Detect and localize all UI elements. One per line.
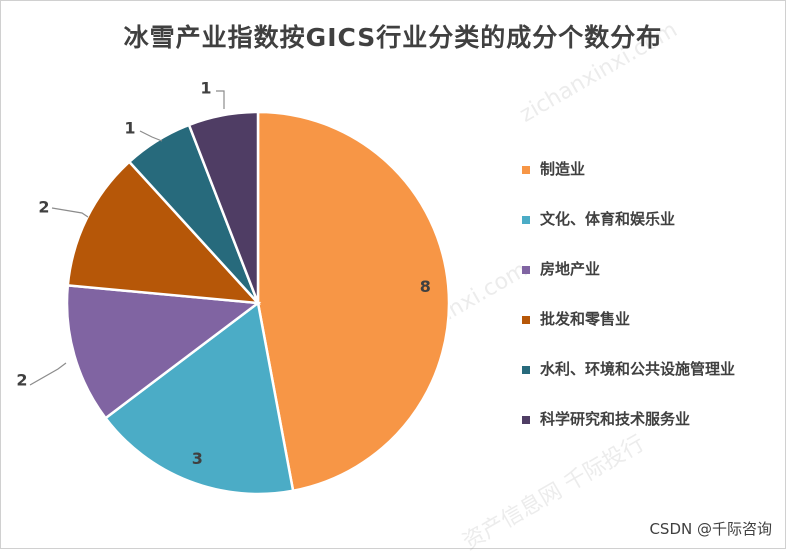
- legend-label: 批发和零售业: [540, 310, 631, 328]
- data-label: 1: [200, 79, 211, 98]
- data-label: 1: [124, 119, 135, 138]
- legend: 制造业文化、体育和娱乐业 房地产业批发和零售业水利、环境和公共设施管理业 科学研究和…: [522, 158, 772, 430]
- pie-slice: [256, 110, 451, 493]
- legend-label: 制造业: [540, 160, 586, 178]
- pie-slice: [103, 300, 295, 496]
- pie-slice: [65, 284, 262, 420]
- leader-line: [216, 90, 225, 109]
- legend-swatch: [522, 416, 530, 424]
- legend-swatch: [522, 216, 530, 224]
- legend-item: 批发和零售业: [522, 308, 772, 330]
- data-label: 3: [192, 449, 203, 468]
- legend-item: 水利、环境和公共设施管理业: [522, 358, 772, 380]
- legend-swatch: [522, 266, 530, 274]
- chart-title: 冰雪产业指数按GICS行业分类的成分个数分布: [123, 23, 663, 52]
- pie-slice: [187, 110, 260, 304]
- data-label: 2: [38, 198, 49, 217]
- legend-swatch: [522, 366, 530, 374]
- legend-item: 文化、体育和娱乐业: [522, 208, 772, 230]
- leader-line: [51, 207, 89, 218]
- data-label: 8: [420, 277, 431, 296]
- legend-label: 房地产业: [540, 260, 601, 278]
- csdn-watermark: CSDN @千际咨询: [649, 520, 772, 538]
- legend-label: 水利、环境和公共设施管理业: [540, 360, 736, 378]
- legend-item: 房地产业: [522, 258, 772, 280]
- legend-swatch: [522, 316, 530, 324]
- legend-item: 科学研究和技术服务业: [522, 408, 772, 430]
- legend-swatch: [522, 166, 530, 174]
- legend-item: 制造业: [522, 158, 772, 180]
- legend-label: 文化、体育和娱乐业: [540, 210, 676, 228]
- data-label: 2: [16, 371, 27, 390]
- leader-line: [29, 362, 67, 386]
- legend-label: 科学研究和技术服务业: [540, 410, 691, 428]
- pie-slice: [66, 160, 262, 305]
- leader-line: [139, 130, 163, 142]
